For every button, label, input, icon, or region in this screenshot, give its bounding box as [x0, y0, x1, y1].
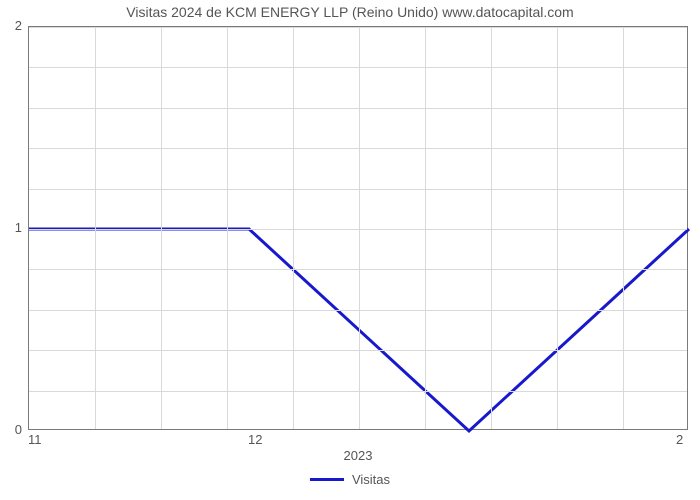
x-axis-label: 2023 [28, 448, 688, 463]
legend-label: Visitas [352, 472, 390, 487]
gridline-vertical [293, 27, 294, 429]
plot-area [28, 26, 688, 430]
gridline-vertical [95, 27, 96, 429]
legend: Visitas [0, 468, 700, 487]
gridline-vertical [161, 27, 162, 429]
legend-swatch [310, 478, 344, 481]
gridline-vertical [227, 27, 228, 429]
gridline-vertical [623, 27, 624, 429]
gridline-horizontal [29, 310, 687, 311]
gridline-horizontal [29, 391, 687, 392]
gridline-horizontal [29, 269, 687, 270]
gridline-vertical [359, 27, 360, 429]
y-tick-label: 1 [0, 220, 22, 235]
x-tick-label: 2 [676, 432, 683, 447]
chart-container: Visitas 2024 de KCM ENERGY LLP (Reino Un… [0, 0, 700, 500]
gridline-horizontal [29, 148, 687, 149]
x-tick-label: 12 [248, 432, 262, 447]
y-tick-label: 2 [0, 18, 22, 33]
gridline-horizontal [29, 108, 687, 109]
gridline-vertical [425, 27, 426, 429]
gridline-horizontal-major [29, 229, 687, 230]
gridline-horizontal [29, 350, 687, 351]
gridline-vertical [491, 27, 492, 429]
gridline-horizontal [29, 189, 687, 190]
gridline-horizontal [29, 67, 687, 68]
gridline-horizontal-major [29, 27, 687, 28]
gridline-vertical [557, 27, 558, 429]
y-tick-label: 0 [0, 422, 22, 437]
x-tick-label: 11 [28, 432, 42, 447]
chart-title: Visitas 2024 de KCM ENERGY LLP (Reino Un… [0, 4, 700, 20]
